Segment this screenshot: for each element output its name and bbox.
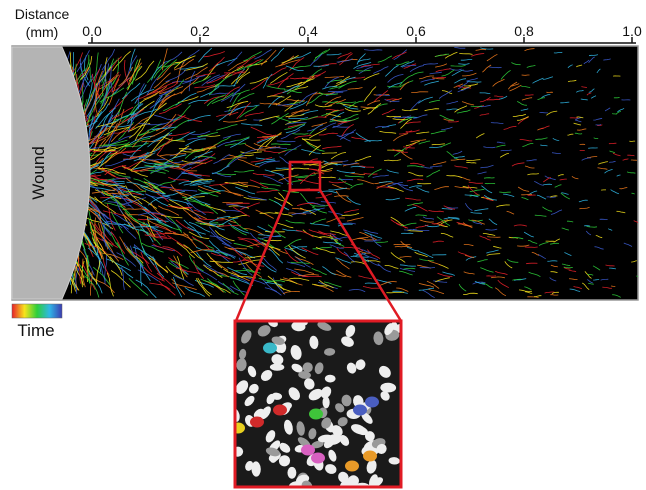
track [264,240,282,241]
tracked-nucleus [365,397,379,408]
figure: Distance (mm) 0.0 0.2 0.4 0.6 0.8 1.0 Wound T… [0,0,646,490]
track [387,116,402,117]
tick-label: 0.6 [406,23,426,39]
tick-label: 0.0 [82,23,102,39]
tracked-nucleus [273,405,287,416]
tracked-nucleus [353,405,367,416]
tick-label: 0.8 [514,23,534,39]
tracked-nucleus [309,409,323,420]
track [528,195,536,196]
tracked-nucleus [311,453,325,464]
tracked-nucleus [345,461,359,472]
time-colorbar [12,304,62,318]
tracked-nucleus [363,451,377,462]
tracked-nucleus [231,423,245,434]
tick-label: 0.4 [298,23,318,39]
axis-label: Distance [15,6,70,22]
axis-ticks: 0.0 0.2 0.4 0.6 0.8 1.0 [82,23,642,43]
track [609,143,617,144]
tracked-nucleus [250,417,264,428]
nucleus [287,467,296,479]
wound-label: Wound [29,146,48,200]
tick-label: 1.0 [622,23,642,39]
tracked-nucleus [263,343,277,354]
track [292,134,308,135]
tracking-field [12,46,638,300]
track [420,267,435,268]
tick-label: 0.2 [190,23,210,39]
track [338,179,353,180]
axis-label: (mm) [26,24,59,40]
tracked-nucleus [301,445,315,456]
legend-label: Time [17,321,54,340]
